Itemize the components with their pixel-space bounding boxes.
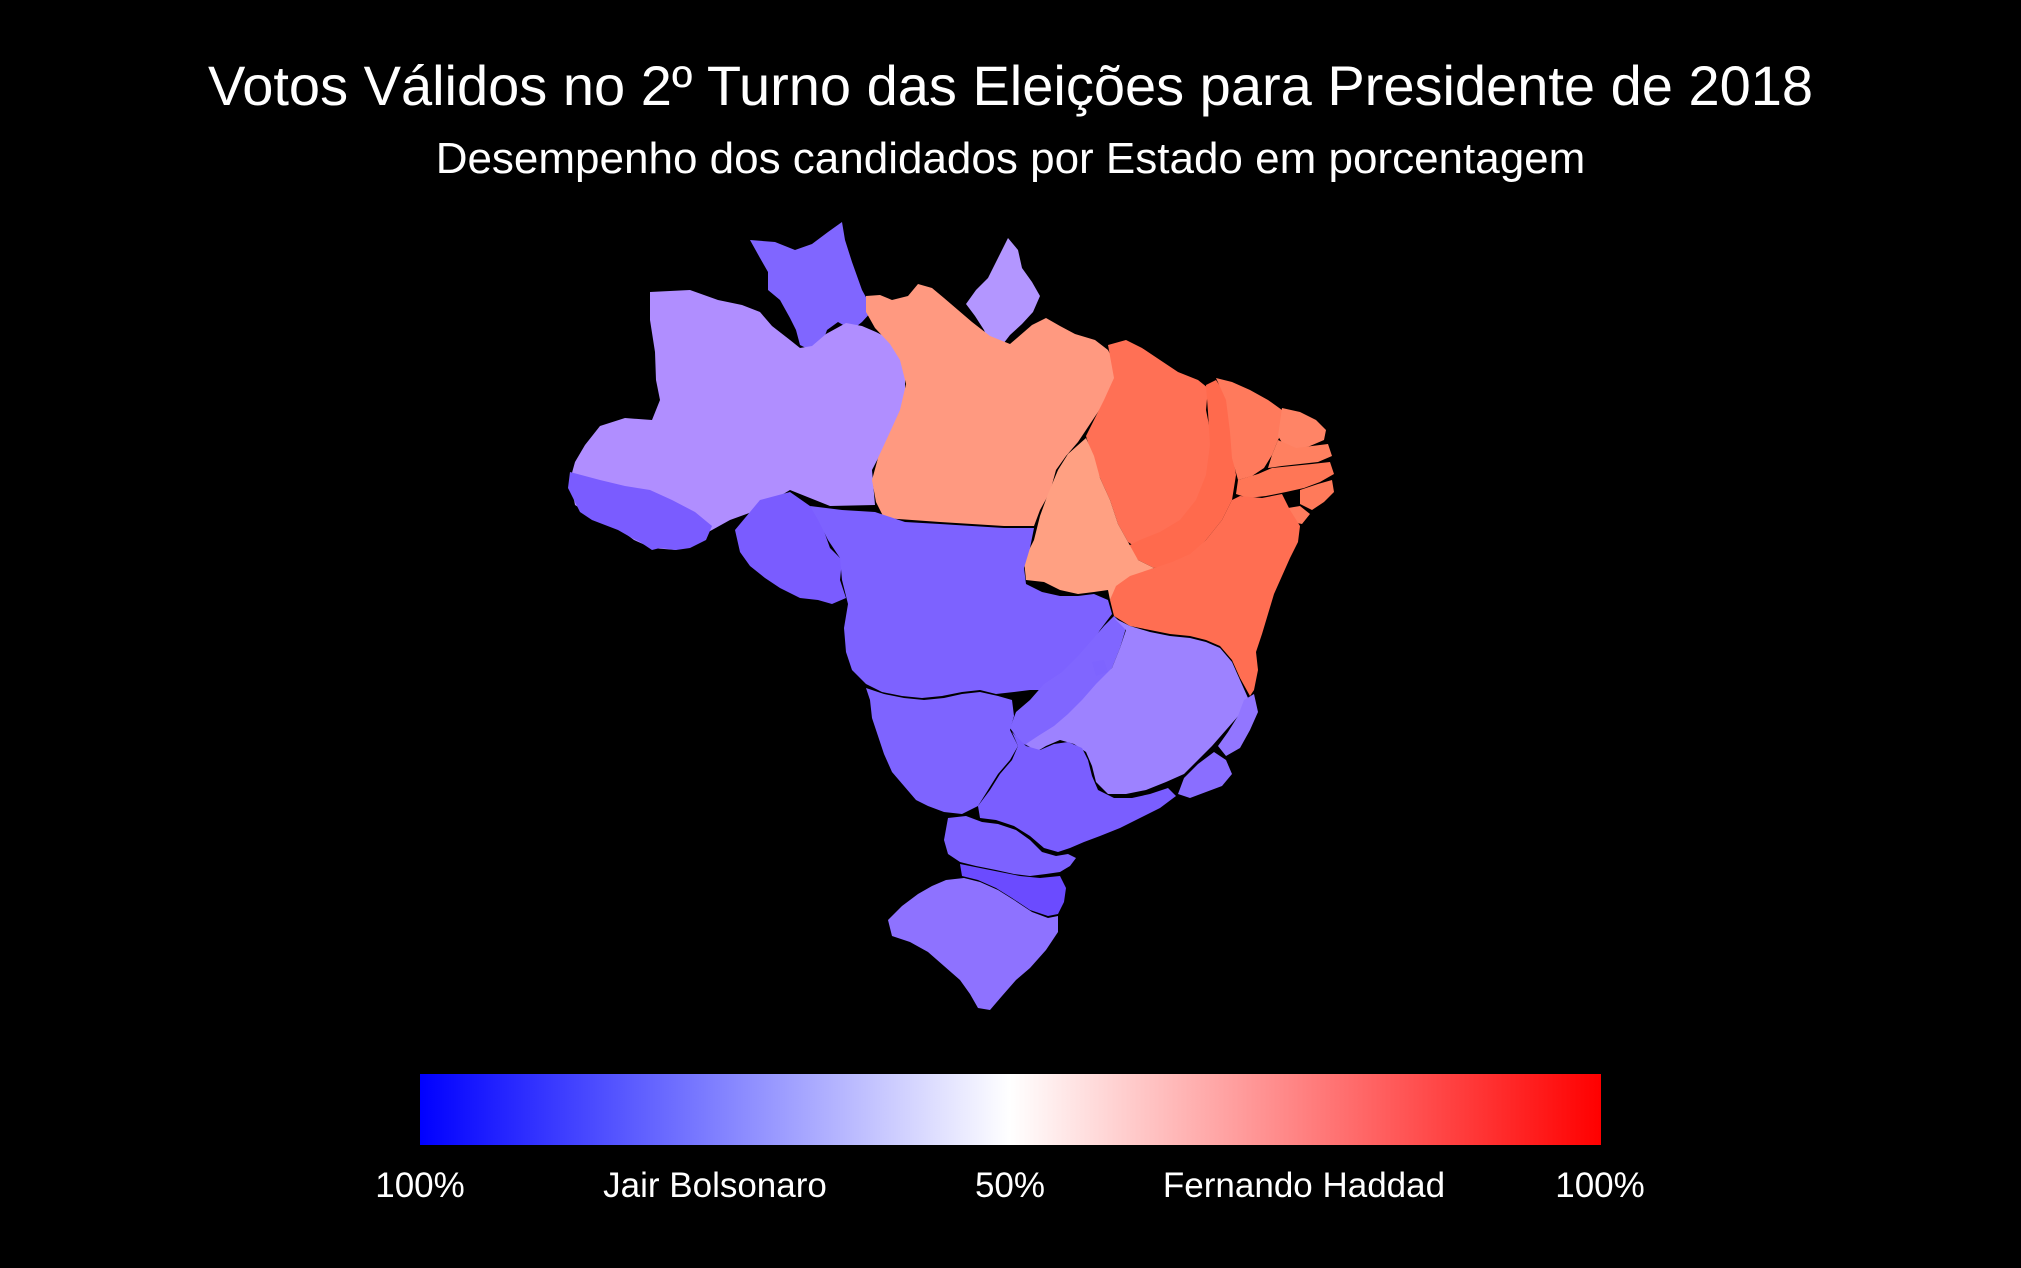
legend-colorbar <box>420 1074 1601 1145</box>
state-espirito-santo <box>1218 694 1258 756</box>
legend-label-fernando-haddad: Fernando Haddad <box>1162 1166 1446 1205</box>
state-para <box>866 284 1118 526</box>
state-distrito-federal <box>1092 660 1108 676</box>
state-amapa <box>966 238 1040 348</box>
state-minas-gerais <box>1026 618 1248 794</box>
state-rio-grande-do-sul <box>888 878 1058 1010</box>
legend-label-haddad-100: 100% <box>1555 1166 1645 1205</box>
legend-label-bolsonaro-100: 100% <box>375 1166 465 1205</box>
state-sao-paulo <box>978 732 1176 852</box>
state-tocantins <box>1024 438 1154 600</box>
state-rio-grande-do-norte <box>1278 408 1326 450</box>
state-rio-de-janeiro <box>1178 752 1232 798</box>
map-subtitle: Desempenho dos candidados por Estado em … <box>435 134 1586 183</box>
state-goias <box>1010 616 1126 750</box>
state-parana <box>944 816 1076 876</box>
state-pernambuco <box>1236 462 1334 498</box>
state-maranhao <box>1086 340 1212 550</box>
state-bahia <box>1110 494 1300 696</box>
state-alagoas <box>1300 480 1334 510</box>
map-title: Votos Válidos no 2º Turno das Eleições p… <box>207 54 1814 117</box>
state-roraima <box>750 222 873 350</box>
state-ceara <box>1216 378 1286 480</box>
legend-gradient-rect <box>420 1074 1601 1145</box>
state-santa-catarina <box>960 864 1066 916</box>
state-paraiba <box>1268 440 1332 468</box>
state-amazonas <box>570 290 905 550</box>
legend-label-50: 50% <box>974 1166 1046 1205</box>
legend-label-jair-bolsonaro: Jair Bolsonaro <box>603 1166 827 1205</box>
state-mato-grosso <box>810 506 1112 698</box>
state-mato-grosso-do-sul <box>866 688 1018 814</box>
state-acre <box>568 472 712 550</box>
state-piaui <box>1124 380 1236 568</box>
